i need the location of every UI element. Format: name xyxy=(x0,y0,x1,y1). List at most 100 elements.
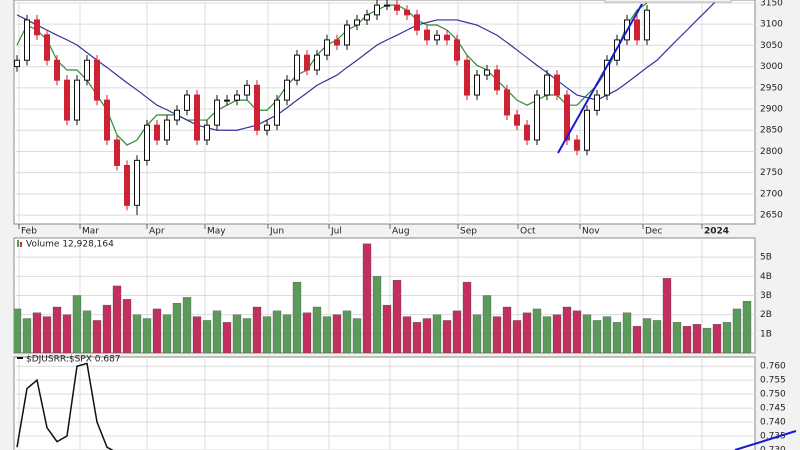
volume-bar xyxy=(682,326,692,353)
volume-bar xyxy=(482,295,492,353)
volume-bar xyxy=(242,318,252,353)
candle-body xyxy=(504,89,510,116)
y-tick-label: 4B xyxy=(760,272,772,282)
volume-bar xyxy=(322,316,332,353)
x-tick-label: Nov xyxy=(582,227,600,237)
candle-body xyxy=(174,109,180,121)
candle-body xyxy=(474,74,480,96)
x-tick-label: 2024 xyxy=(704,227,729,237)
candle-body xyxy=(94,59,100,101)
volume-bar xyxy=(112,285,122,353)
volume-bar xyxy=(14,308,22,353)
x-tick-label: Feb xyxy=(21,227,37,237)
candle-body xyxy=(454,39,460,61)
y-tick-label: 2650 xyxy=(760,211,783,221)
y-tick-label: 0.730 xyxy=(760,446,786,450)
info-box xyxy=(604,0,732,3)
volume-bar xyxy=(602,316,612,353)
volume-bar xyxy=(92,320,102,353)
candle-body xyxy=(444,34,450,41)
volume-bar xyxy=(122,299,132,353)
volume-bar xyxy=(442,320,452,353)
candle-body xyxy=(554,74,560,96)
candle-body xyxy=(134,159,140,206)
volume-bar xyxy=(352,318,362,353)
volume-bar xyxy=(262,316,272,353)
y-tick-label: 2900 xyxy=(760,105,783,115)
x-tick-label: Oct xyxy=(520,227,536,237)
volume-bar xyxy=(622,312,632,353)
candle-body xyxy=(294,54,300,81)
candle-body xyxy=(24,19,30,61)
y-tick-label: 0.745 xyxy=(760,404,786,414)
volume-bar xyxy=(82,310,92,353)
volume-bar xyxy=(282,314,292,353)
volume-bar xyxy=(382,304,392,353)
candle-body xyxy=(204,124,210,141)
candle-body xyxy=(114,139,120,166)
volume-bar xyxy=(572,310,582,353)
candle-body xyxy=(594,94,600,111)
x-tick-label: Apr xyxy=(149,227,165,237)
candle-body xyxy=(264,124,270,131)
candle-body xyxy=(414,14,420,31)
candle-body xyxy=(14,59,20,68)
candle-body xyxy=(234,94,240,101)
candle-body xyxy=(214,99,220,126)
y-tick-label: 2850 xyxy=(760,126,783,136)
volume-bar xyxy=(42,316,52,353)
y-tick-label: 1B xyxy=(760,329,772,339)
candle-body xyxy=(254,84,260,131)
volume-bar xyxy=(552,314,562,353)
y-tick-label: 3100 xyxy=(760,20,783,30)
labels: 2650 2700 2750 2800 2850 2900 2950 3000 3050 3100… xyxy=(18,0,786,450)
candle-body xyxy=(384,4,390,7)
volume-bar xyxy=(32,312,42,353)
volume-bar xyxy=(212,310,222,353)
candle-body xyxy=(534,94,540,141)
ratio-plot xyxy=(14,357,755,450)
volume-bar xyxy=(422,318,432,353)
candle-body xyxy=(104,99,110,141)
volume-bar xyxy=(332,314,342,353)
volume-bar xyxy=(372,276,382,353)
volume-bar xyxy=(312,306,322,353)
y-tick-label: 3050 xyxy=(760,41,783,51)
ratio-panel xyxy=(13,356,756,450)
volume-bar xyxy=(182,297,192,353)
volume-bar xyxy=(532,308,542,353)
x-tick-label: Jul xyxy=(330,227,342,237)
volume-bar xyxy=(582,314,592,353)
candle-body xyxy=(304,54,310,71)
trend-line xyxy=(557,3,643,154)
candle-body xyxy=(344,24,350,46)
volume-bar xyxy=(702,327,712,353)
candle-body xyxy=(274,99,280,126)
volume-bar xyxy=(522,312,532,353)
volume-bar xyxy=(562,306,572,353)
volume-bar xyxy=(512,320,522,353)
volume-bar xyxy=(152,308,162,353)
volume-bar xyxy=(302,312,312,353)
candle-body xyxy=(194,94,200,141)
candle-body xyxy=(514,114,520,126)
candle-body xyxy=(44,34,50,61)
volume-bar xyxy=(72,295,82,353)
volume-plot xyxy=(14,238,755,353)
candle-body xyxy=(54,59,60,81)
volume-bar xyxy=(652,320,662,353)
candle-body xyxy=(64,79,70,121)
candle-body xyxy=(314,54,320,71)
volume-bar xyxy=(222,322,232,353)
volume-bar xyxy=(202,320,212,353)
trend-line xyxy=(734,430,797,450)
candle-body xyxy=(364,14,370,21)
volume-bar xyxy=(272,310,282,353)
volume-bar xyxy=(62,314,72,353)
volume-title: Volume 12,928,164 xyxy=(26,240,114,250)
volume-bar xyxy=(632,326,642,353)
candle-body xyxy=(334,39,340,46)
candle-body xyxy=(244,84,250,96)
